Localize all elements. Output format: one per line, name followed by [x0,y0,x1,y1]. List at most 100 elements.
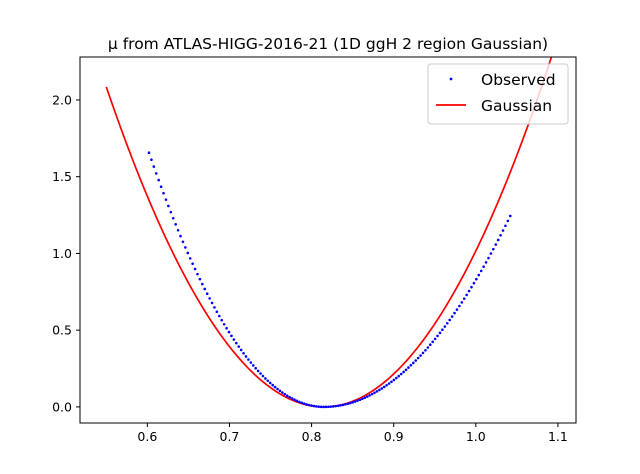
observed-point [169,210,173,214]
legend: Observed Gaussian [427,63,569,125]
observed-point [351,401,354,404]
observed-point [373,391,376,395]
observed-point [249,361,253,364]
observed-point [273,385,277,389]
y-tick-label: 0.0 [52,399,72,414]
observed-point [290,397,294,400]
observed-point [251,364,255,367]
observed-point [259,372,262,375]
observed-point [421,351,425,355]
observed-point [162,191,165,195]
observed-point [336,404,340,408]
observed-point [193,267,197,271]
observed-point [484,261,488,264]
observed-point [281,391,284,394]
observed-point [334,404,338,408]
observed-point [431,340,435,344]
observed-point [285,394,289,398]
x-tick-label: 0.8 [302,429,322,444]
observed-point [213,306,216,309]
observed-point [375,390,379,393]
observed-point [239,348,243,352]
observed-point [501,229,505,232]
observed-point [329,405,333,408]
observed-point [234,341,238,345]
observed-point [395,376,398,380]
observed-point [150,158,153,161]
observed-point [402,370,405,374]
observed-point [341,403,345,407]
observed-point [363,396,367,399]
x-tick-label: 0.7 [220,429,240,444]
observed-point [295,399,299,403]
observed-point [293,398,296,402]
observed-point [441,328,444,332]
observed-point [348,401,352,405]
observed-point [167,204,170,208]
observed-point [232,338,236,341]
observed-point [227,330,231,334]
x-tick-label: 0.9 [384,429,404,444]
observed-point [494,243,498,246]
observed-point [164,198,168,201]
observed-point [174,223,177,226]
observed-point [470,285,473,289]
observed-point [288,395,291,399]
observed-point [467,289,471,293]
observed-point [208,297,211,300]
observed-point [414,359,418,362]
observed-point [397,374,401,378]
observed-point [278,389,282,393]
y-tick-label: 0.5 [52,323,72,338]
legend-marker-observed [449,77,453,81]
observed-point [310,404,313,407]
observed-point [436,334,439,338]
observed-point [419,354,422,357]
observed-point [387,382,391,385]
observed-point [356,399,359,402]
observed-point [317,405,321,408]
observed-point [353,400,357,403]
observed-point [416,356,420,360]
y-tick-label: 1.0 [52,246,72,261]
observed-point [361,397,364,401]
observed-point [460,301,464,304]
observed-point [196,272,199,276]
observed-point [458,304,461,308]
observed-point [230,334,233,338]
observed-point [222,322,226,326]
observed-point [298,400,301,404]
observed-point [319,405,323,409]
observed-point [215,310,219,314]
observed-point [184,246,187,249]
observed-point [159,185,163,189]
observed-point [315,405,318,408]
x-axis: 0.6 0.7 0.8 0.9 1.0 1.1 [137,423,568,444]
observed-point [479,269,483,273]
observed-point [157,178,160,182]
observed-point [380,387,384,390]
observed-point [407,366,410,369]
observed-point [305,403,308,406]
observed-point [171,216,175,220]
observed-point [327,405,330,409]
observed-point [176,228,180,232]
legend-box [427,63,569,125]
y-tick-label: 2.0 [52,92,72,107]
observed-point [487,256,490,260]
observed-point [477,273,481,277]
observed-point [261,374,265,378]
observed-point [409,364,413,367]
observed-point [424,348,427,352]
observed-point [455,308,459,311]
observed-point [179,234,182,238]
observed-point [492,247,495,251]
observed-point [324,405,328,409]
observed-point [482,265,485,268]
observed-point [385,383,388,387]
observed-point [322,405,325,409]
observed-point [181,240,185,244]
observed-point [365,395,369,398]
observed-point [256,369,260,373]
